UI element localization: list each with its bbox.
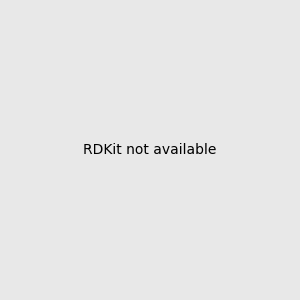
Text: RDKit not available: RDKit not available xyxy=(83,143,217,157)
